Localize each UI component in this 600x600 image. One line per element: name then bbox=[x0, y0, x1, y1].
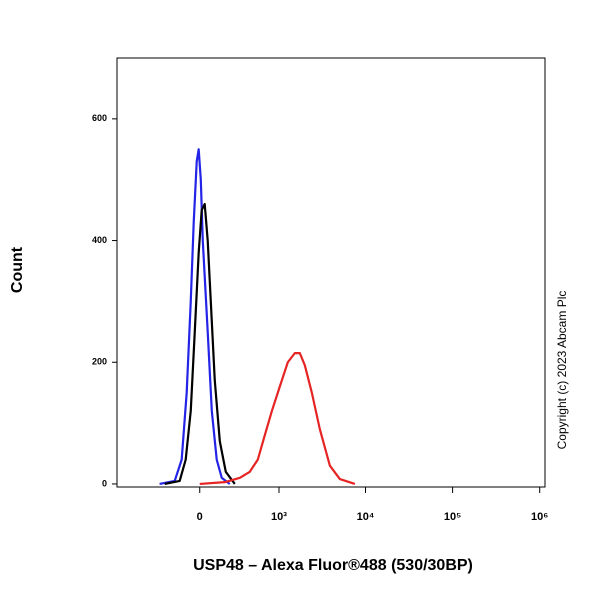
y-tick-label: 400 bbox=[92, 235, 107, 245]
x-tick-label: 0 bbox=[197, 511, 203, 523]
copyright: Copyright (c) 2023 Abcam Plc bbox=[555, 291, 569, 450]
y-tick-label: 600 bbox=[92, 113, 107, 123]
series-line bbox=[199, 352, 356, 486]
plot-frame bbox=[116, 57, 546, 488]
y-tick-label: 200 bbox=[92, 357, 107, 367]
y-tick-label: 0 bbox=[102, 478, 107, 488]
x-tick-label: 10³ bbox=[271, 511, 287, 523]
y-axis-label: Count bbox=[9, 246, 26, 293]
series-line bbox=[164, 202, 236, 486]
x-tick-label: 10⁶ bbox=[531, 511, 548, 523]
x-tick-label: 10⁴ bbox=[357, 511, 375, 523]
x-tick-label: 10⁵ bbox=[444, 511, 461, 523]
x-axis-label: USP48 – Alexa Fluor®488 (530/30BP) bbox=[193, 557, 473, 574]
series-line bbox=[159, 148, 231, 486]
